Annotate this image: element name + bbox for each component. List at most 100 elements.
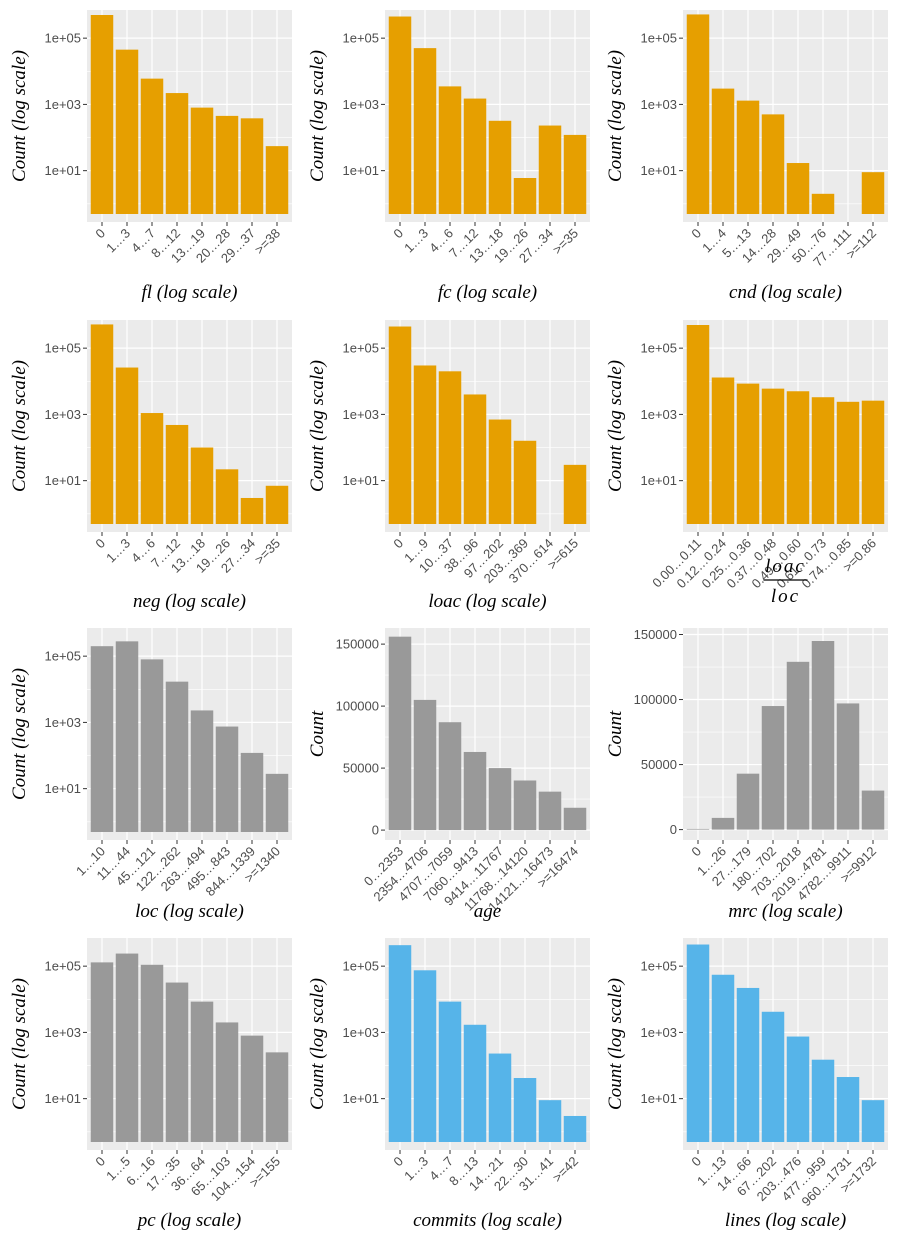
x-axis-title: loc (log scale) [135,901,244,922]
chart-panel-9: 1e+011e+031e+0501…56…1617…3536…6465…1031… [9,938,292,1231]
y-tick-label: 1e+05 [44,649,81,664]
x-tick-label: >=35 [252,536,284,568]
bar-4 [786,391,810,524]
y-tick-label: 1e+03 [44,97,81,112]
y-tick-label: 1e+01 [44,781,81,796]
y-tick-label: 1e+01 [342,1091,379,1106]
y-tick-label: 100000 [634,692,677,707]
x-tick-label: 1…3 [401,1154,431,1184]
bar-0 [686,14,710,214]
bar-7 [563,134,587,214]
bar-5 [215,115,239,214]
y-tick-label: 1e+01 [640,1091,677,1106]
x-axis-title: age [474,901,501,922]
bar-7 [265,146,289,214]
y-tick-label: 50000 [343,761,379,776]
y-tick-label: 1e+03 [640,1025,677,1040]
bar-1 [711,974,735,1142]
bar-5 [513,440,537,524]
y-tick-label: 1e+03 [44,407,81,422]
bar-3 [165,681,189,832]
y-tick-label: 1e+05 [342,341,379,356]
bar-7 [563,807,587,831]
bar-3 [761,706,785,830]
y-tick-label: 1e+05 [44,31,81,46]
x-axis-title: pc (log scale) [136,1210,241,1231]
bar-5 [811,193,835,214]
bar-6 [836,401,860,524]
bar-4 [786,1036,810,1142]
x-tick-label: 0 [92,536,108,552]
bar-0 [90,324,114,524]
chart-panel-11: 1e+011e+031e+0501…1314…6667…202203…47647… [605,938,888,1231]
y-tick-label: 1e+01 [44,473,81,488]
bar-6 [240,1035,264,1142]
x-axis-title: fl (log scale) [141,282,237,303]
bar-2 [736,383,760,524]
bar-3 [761,388,785,524]
bar-1 [115,367,139,524]
bar-4 [488,1053,512,1142]
bar-7 [861,400,885,524]
y-tick-label: 1e+05 [44,341,81,356]
chart-panel-5: 1e+011e+031e+050.00…0.110.12…0.240.25…0.… [605,320,888,607]
y-axis-title: Count (log scale) [9,668,30,800]
bar-3 [463,98,487,214]
x-axis-title-numerator: loac [765,556,806,577]
bar-7 [563,464,587,524]
y-axis-title: Count [605,710,626,757]
bar-6 [836,703,860,830]
bar-6 [538,791,562,831]
x-axis-title: cnd (log scale) [729,282,842,303]
x-axis-title: mrc (log scale) [728,901,842,922]
bar-6 [836,1077,860,1142]
bar-4 [786,661,810,830]
y-tick-label: 150000 [336,637,379,652]
chart-panel-3: 1e+011e+031e+0501…34…67…1213…1819…2627…3… [9,320,292,612]
bar-3 [165,982,189,1142]
y-tick-label: 1e+01 [44,1091,81,1106]
y-tick-label: 0 [372,823,379,838]
bar-7 [563,1115,587,1142]
bar-2 [140,659,164,832]
chart-panel-8: 05000010000015000001…2627…179180…702703…… [605,627,888,922]
bar-3 [463,394,487,524]
bar-0 [388,16,412,214]
bar-4 [190,1001,214,1142]
x-tick-label: 0 [390,536,406,552]
bar-0 [90,962,114,1142]
bar-5 [513,780,537,831]
y-tick-label: 1e+03 [342,407,379,422]
chart-panel-4: 1e+011e+031e+0501…910…3738…9697…202203…3… [307,320,590,612]
y-tick-label: 100000 [336,699,379,714]
bar-6 [538,1100,562,1142]
y-axis-title: Count (log scale) [307,978,328,1110]
y-tick-label: 1e+01 [342,163,379,178]
bar-4 [488,419,512,524]
y-tick-label: 1e+05 [342,959,379,974]
x-axis-title: commits (log scale) [413,1210,562,1231]
bar-1 [711,88,735,214]
bar-4 [488,768,512,831]
bar-2 [438,1001,462,1142]
chart-panel-6: 1e+011e+031e+051…1011…4445…121122…262263… [9,628,292,922]
bar-1 [413,48,437,214]
bar-7 [265,773,289,832]
y-tick-label: 0 [670,822,677,837]
y-axis-title: Count (log scale) [605,978,626,1110]
bar-0 [686,828,710,830]
bar-4 [488,120,512,214]
chart-panel-10: 1e+011e+031e+0501…34…78…1314…2122…3031…4… [307,938,590,1231]
bar-3 [761,1011,785,1142]
x-tick-label: 0 [688,1154,704,1170]
x-tick-label: 1…3 [103,536,133,566]
bar-5 [811,641,835,830]
x-axis-title: neg (log scale) [133,591,246,612]
y-tick-label: 150000 [634,627,677,642]
bar-7 [861,1100,885,1142]
y-axis-title: Count (log scale) [9,50,30,182]
bar-2 [736,773,760,830]
chart-panel-7: 0500001000001500000…23532354…47064707…70… [307,628,590,922]
bar-2 [140,413,164,524]
bar-0 [90,15,114,214]
